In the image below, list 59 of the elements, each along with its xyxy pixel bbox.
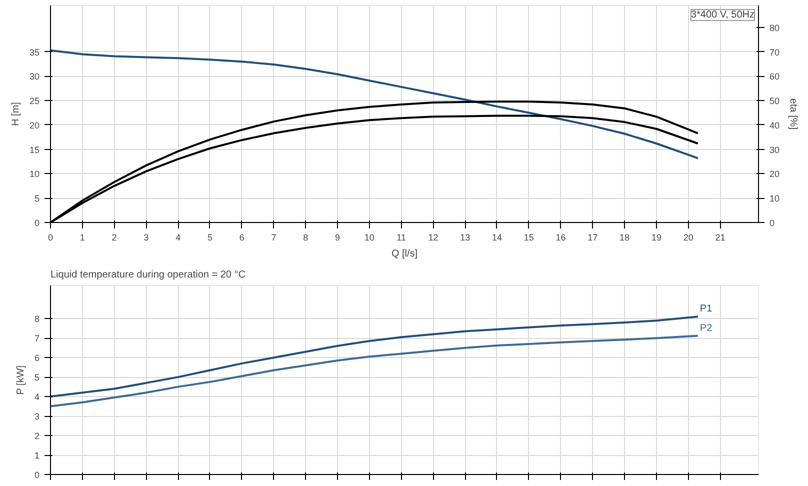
line-series	[50, 49, 699, 160]
y-tick-label: 20	[29, 120, 40, 130]
y-tick-label: 30	[29, 72, 40, 82]
x-tick-label: 3	[144, 232, 149, 242]
y-tick-label: 15	[29, 144, 40, 155]
y-tick-label: 4	[34, 392, 40, 402]
x-tick-label: 15	[524, 232, 534, 242]
x-axis-title: Q [l/s]	[391, 248, 418, 260]
x-tick-label: 4	[176, 232, 181, 242]
y-tick-label: 0	[34, 218, 40, 228]
line-series	[50, 316, 699, 398]
x-tick-label: 16	[556, 232, 566, 242]
x-tick-label: 14	[492, 232, 502, 242]
y-tick-label: 5	[34, 194, 40, 204]
y2-tick-label: 30	[770, 144, 780, 155]
x-tick-label: 1	[80, 232, 85, 242]
line-series	[50, 334, 699, 408]
x-tick-label: 10	[364, 232, 374, 242]
y2-tick-label: 40	[770, 120, 780, 130]
y2-tick-label: 70	[770, 47, 780, 58]
x-tick-label: 6	[239, 232, 244, 242]
y-axis-title: P [kW]	[15, 365, 26, 395]
y-tick-label: 7	[34, 334, 40, 344]
y-tick-label: 8	[34, 314, 40, 324]
y-axis-title: H [m]	[10, 102, 22, 126]
x-tick-label: 20	[683, 232, 694, 242]
y2-tick-label: 10	[770, 194, 780, 204]
x-tick-label: 8	[303, 232, 308, 242]
y-tick-label: 5	[34, 372, 40, 383]
y2-tick-label: 20	[770, 169, 780, 180]
y-tick-label: 0	[34, 470, 40, 480]
y-tick-label: 6	[34, 353, 40, 364]
series-label: P2	[700, 322, 713, 334]
y-tick-label: 1	[34, 450, 40, 461]
x-tick-label: 13	[460, 232, 470, 242]
y-tick-label: 3	[34, 412, 40, 422]
x-tick-label: 17	[588, 232, 598, 242]
y2-tick-label: 0	[770, 218, 775, 228]
x-tick-label: 5	[207, 232, 212, 242]
x-tick-label: 12	[428, 232, 438, 242]
x-tick-label: 0	[48, 232, 54, 242]
x-tick-label: 7	[271, 232, 276, 242]
y-tick-label: 25	[29, 96, 40, 106]
x-tick-label: 9	[335, 232, 340, 242]
x-tick-label: 2	[112, 232, 117, 242]
x-tick-label: 19	[651, 232, 662, 242]
chart-title: Liquid temperature during operation = 20 °C	[50, 270, 246, 280]
y-tick-label: 2	[34, 431, 40, 442]
x-tick-label: 11	[396, 232, 406, 242]
y2-axis-title: eta [%]	[788, 98, 799, 130]
y2-tick-label: 60	[770, 72, 780, 82]
y-tick-label: 35	[29, 47, 40, 58]
y2-tick-label: 50	[770, 96, 780, 106]
series-label: P1	[700, 304, 713, 315]
y2-tick-label: 80	[770, 22, 780, 33]
annotation: 3*400 V, 50Hz	[690, 10, 755, 20]
y-tick-label: 10	[29, 169, 40, 180]
x-tick-label: 18	[620, 232, 630, 242]
x-tick-label: 21	[715, 232, 726, 242]
